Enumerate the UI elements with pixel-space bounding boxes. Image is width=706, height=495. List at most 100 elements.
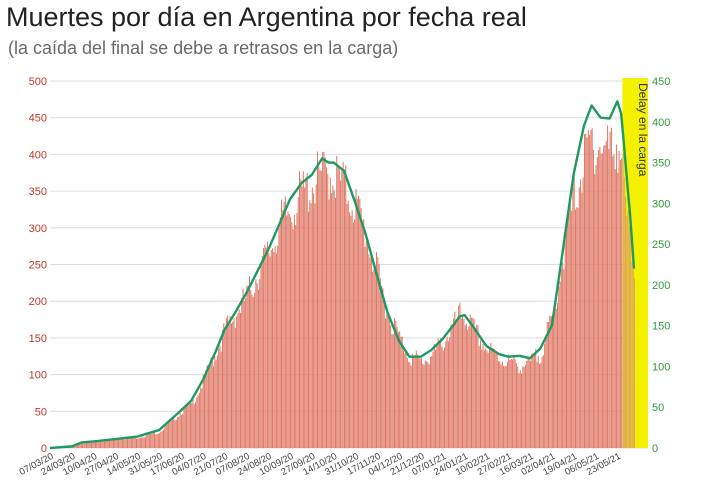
daily-bar [549,315,551,448]
daily-bar [411,353,413,448]
daily-bar [297,197,299,448]
daily-bar [372,271,374,448]
daily-bar [490,342,492,448]
daily-bar [205,370,207,448]
daily-bar [433,343,435,448]
daily-bar [450,325,452,448]
daily-bar [580,179,582,448]
daily-bar [453,318,455,448]
daily-bar [517,366,519,448]
daily-bar [345,165,347,448]
daily-bar [313,193,315,448]
daily-bar [512,359,514,448]
daily-bar [454,311,456,448]
daily-bar [459,302,461,448]
daily-bar [531,353,533,448]
daily-bar [162,429,164,448]
daily-bar [337,165,339,448]
daily-bar [382,288,384,448]
daily-bar [227,315,229,448]
daily-bar [485,348,487,448]
daily-bar [381,286,383,448]
daily-bar [376,251,378,448]
daily-bar [254,292,256,448]
daily-bar [628,226,630,448]
daily-bar [247,285,249,448]
daily-bar [613,154,615,448]
right-y-tick-label: 150 [652,321,670,333]
daily-bar [625,196,627,448]
daily-bar [479,340,482,448]
daily-bar [342,161,344,448]
daily-bar [598,150,600,449]
daily-bar [334,197,336,448]
daily-bar [590,130,592,448]
daily-bar [356,198,358,448]
daily-bar [396,327,398,448]
daily-bar [506,362,508,448]
daily-bar [533,355,535,448]
daily-bar [522,366,524,448]
daily-bar [577,207,579,448]
daily-bar [183,407,185,448]
daily-bar [621,158,623,448]
daily-bar [600,153,602,448]
daily-bar [603,145,605,449]
daily-bar [595,165,597,449]
daily-bar [587,129,589,448]
daily-bar [268,253,270,448]
daily-bar [338,166,340,448]
daily-bar [175,419,177,448]
daily-bar [585,133,587,448]
daily-bar [233,318,235,448]
daily-bar [420,357,422,448]
daily-bar [634,278,636,448]
daily-bar [173,415,175,448]
daily-bar [169,420,171,448]
daily-bar [589,135,591,448]
daily-bar [166,424,168,448]
daily-bar [188,402,190,448]
daily-bar [112,439,114,448]
daily-bar [242,288,244,448]
daily-bar [488,347,490,448]
daily-bar [349,212,351,448]
daily-bar [336,156,338,449]
daily-bar [202,374,204,448]
daily-bar [510,358,512,448]
daily-bar [241,297,243,448]
daily-bar [399,331,401,448]
daily-bar [465,323,467,448]
daily-bar [347,201,349,448]
daily-bar [390,325,392,448]
daily-bar [631,262,633,448]
daily-bar [85,442,87,448]
daily-bar [477,325,479,448]
daily-bar [220,351,222,448]
daily-bar [137,438,139,448]
daily-bar [266,241,268,448]
daily-bar [186,406,188,448]
daily-bar [436,346,438,448]
daily-bar [129,437,131,448]
daily-bar [528,358,530,448]
daily-bar [627,210,629,448]
right-y-tick-label: 50 [652,402,664,414]
right-y-tick-label: 0 [652,443,658,455]
chart-subtitle: (la caída del final se debe a retrasos e… [8,38,399,58]
delay-annotation-label: Delay en la carga [636,83,650,177]
daily-bar [270,250,272,448]
daily-bar [618,150,620,449]
daily-bar [509,360,511,448]
daily-bar [571,210,573,448]
daily-bar [109,439,111,448]
daily-bar [153,432,155,448]
daily-bar [393,318,396,448]
daily-bar [264,244,266,448]
left-y-tick-label: 350 [29,186,47,198]
daily-bar [245,298,247,448]
daily-bar [195,402,197,448]
daily-bar [460,318,462,448]
daily-bar [201,388,203,448]
daily-bar [141,437,143,448]
